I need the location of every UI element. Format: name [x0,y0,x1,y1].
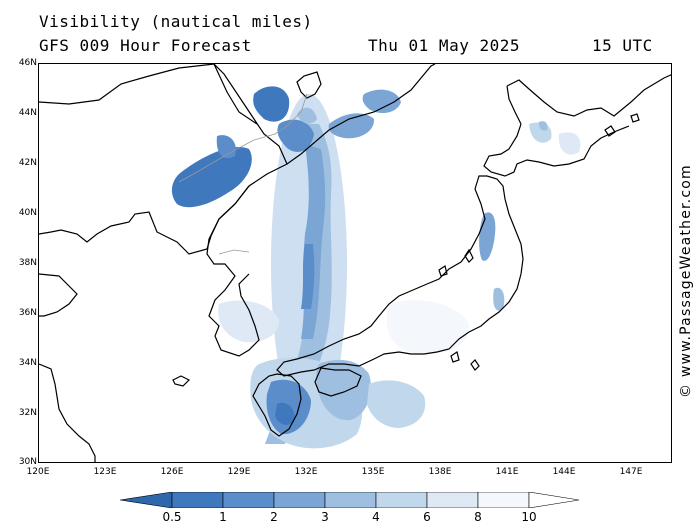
coastlines [39,64,671,462]
colorbar-segment-0.5-1 [171,492,224,508]
colorbar-segment-4-6 [375,492,428,508]
colorbar-label-0.5: 0.5 [162,510,182,524]
lat-label-36n: 36N [18,308,37,318]
colorbar-segment-1-2 [222,492,275,508]
map-canvas [39,64,671,462]
borders [178,93,308,255]
lat-label-32n: 32N [18,408,37,418]
lon-label-129e: 129E [227,467,251,477]
lat-label-38n: 38N [18,258,37,268]
colorbar-segment-8-10 [477,492,530,508]
lat-label-42n: 42N [18,158,37,168]
visibility-shading [171,86,581,449]
lat-label-40n: 40N [18,208,37,218]
lon-label-132e: 132E [294,467,318,477]
lon-label-138e: 138E [428,467,452,477]
forecast-time: 15 UTC [592,36,653,55]
lat-label-44n: 44N [18,108,37,118]
colorbar-label-8: 8 [474,510,482,524]
chart-title: Visibility (nautical miles) [39,12,313,31]
lon-label-144e: 144E [552,467,576,477]
forecast-date: Thu 01 May 2025 [368,36,520,55]
colorbar-label-1: 1 [219,510,227,524]
visibility-colorbar [120,492,580,508]
colorbar-label-6: 6 [423,510,431,524]
copyright-credit: © www.PassageWeather.com [678,164,694,398]
lon-label-135e: 135E [361,467,385,477]
lat-label-34n: 34N [18,358,37,368]
visibility-map [38,63,672,463]
forecast-subtitle: GFS 009 Hour Forecast [39,36,252,55]
lon-label-141e: 141E [495,467,519,477]
lat-label-46n: 46N [18,58,37,68]
colorbar-segment-2-3 [273,492,326,508]
colorbar-label-3: 3 [321,510,329,524]
colorbar-label-10: 10 [521,510,537,524]
lon-label-123e: 123E [93,467,117,477]
lon-label-147e: 147E [619,467,643,477]
colorbar-segment-3-4 [324,492,377,508]
colorbar-segment-6-8 [426,492,479,508]
colorbar-segment-gt-10 [528,492,580,508]
colorbar-segment-lt-0.5 [120,492,173,508]
lon-label-126e: 126E [160,467,184,477]
colorbar-label-4: 4 [372,510,380,524]
lon-label-120e: 120E [26,467,50,477]
lat-label-30n: 30N [18,457,37,467]
colorbar-label-2: 2 [270,510,278,524]
